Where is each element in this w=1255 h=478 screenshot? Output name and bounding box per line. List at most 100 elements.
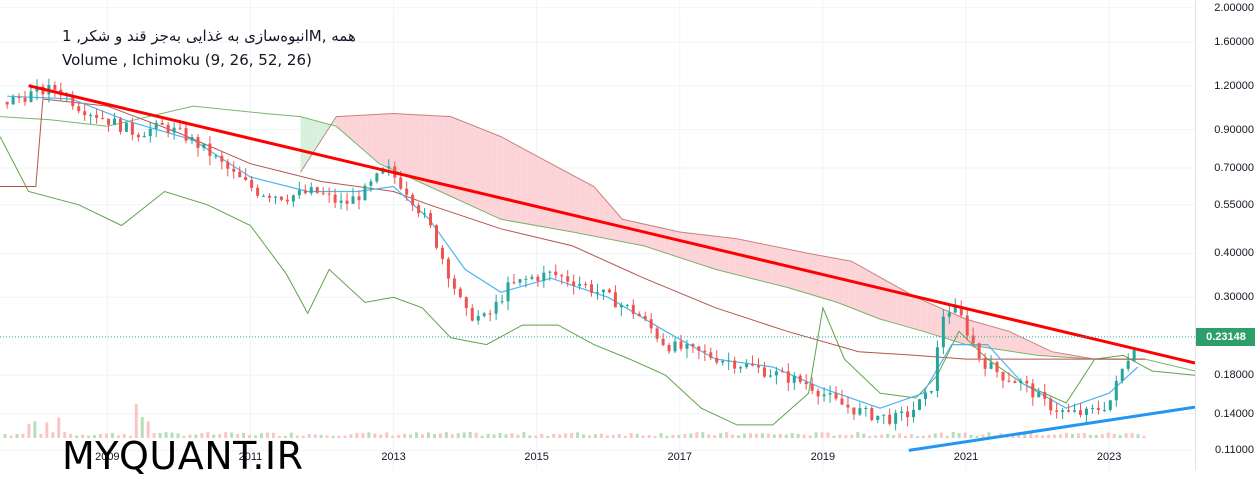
volume-bar — [892, 435, 895, 438]
candle-body — [572, 282, 575, 286]
candle-body — [906, 411, 909, 417]
cloud-segment — [700, 234, 706, 266]
candle-body — [232, 169, 235, 172]
cloud-segment — [623, 219, 629, 243]
volume-bar — [1119, 435, 1122, 438]
volume-bar — [809, 435, 812, 438]
volume-bar — [1065, 433, 1068, 438]
volume-bar — [976, 436, 979, 438]
volume-bar — [552, 434, 555, 438]
volume-bar — [701, 432, 704, 438]
candle-body — [817, 391, 820, 397]
candle-body — [137, 135, 140, 137]
cloud-segment — [378, 114, 384, 166]
candle-body — [554, 272, 557, 276]
candle-body — [733, 361, 736, 369]
cloud-segment — [712, 236, 718, 270]
candle-body — [316, 187, 319, 193]
candle-body — [417, 205, 420, 213]
candle-body — [632, 305, 635, 314]
candle-body — [441, 248, 444, 259]
candle-body — [477, 316, 480, 321]
candle-body — [614, 292, 617, 307]
conversion-line — [7, 96, 1138, 408]
cloud-segment — [664, 229, 670, 255]
volume-bar — [689, 433, 692, 438]
candle-body — [513, 282, 516, 283]
volume-bar — [308, 434, 311, 438]
cloud-segment — [372, 114, 378, 162]
candle-body — [334, 195, 337, 203]
volume-bar — [421, 434, 424, 438]
cloud-segment — [867, 270, 873, 316]
candle-body — [453, 279, 456, 289]
cloud-segment — [581, 180, 587, 235]
volume-bar — [546, 436, 549, 438]
candle-body — [793, 376, 796, 383]
volume-bar — [832, 436, 835, 438]
volume-bar — [493, 434, 496, 438]
candle-body — [900, 411, 903, 412]
volume-bar — [528, 435, 531, 438]
volume-bar — [725, 432, 728, 438]
cloud-segment — [813, 254, 819, 297]
candle-body — [155, 123, 158, 129]
candle-body — [650, 319, 653, 328]
cloud-segment — [980, 323, 986, 347]
candle-body — [131, 123, 134, 135]
volume-bar — [349, 434, 352, 438]
cloud-segment — [521, 148, 527, 224]
cloud-segment — [307, 118, 313, 163]
candle-body — [942, 317, 945, 347]
y-tick-label: 0.55000 — [1196, 199, 1254, 211]
senkou-span-a-line — [0, 106, 1195, 371]
candle-body — [530, 277, 533, 279]
candle-body — [310, 187, 313, 193]
candle-body — [24, 98, 27, 102]
volume-bar — [373, 433, 376, 438]
candle-body — [113, 119, 116, 125]
candle-body — [757, 366, 760, 368]
candle-body — [829, 393, 832, 395]
volume-bar — [964, 432, 967, 438]
cloud-segment — [366, 115, 372, 158]
candle-body — [119, 119, 122, 132]
volume-bar — [755, 434, 758, 438]
cloud-segment — [551, 164, 557, 230]
volume-bar — [671, 435, 674, 438]
candle-body — [107, 119, 110, 125]
volume-bar — [45, 422, 48, 438]
cloud-segment — [634, 222, 640, 245]
cloud-segment — [742, 240, 748, 278]
candle-body — [405, 189, 408, 195]
volume-bar — [21, 434, 24, 438]
candle-body — [769, 375, 772, 376]
volume-bar — [803, 434, 806, 438]
volume-bar — [391, 436, 394, 438]
volume-bar — [481, 436, 484, 438]
volume-bar — [487, 434, 490, 438]
x-tick-label: 2019 — [811, 451, 835, 463]
candle-body — [721, 361, 724, 363]
candle-body — [244, 177, 247, 180]
volume-bar — [713, 435, 716, 438]
volume-bar — [367, 432, 370, 438]
volume-bar — [850, 435, 853, 438]
volume-bar — [463, 432, 466, 438]
volume-bar — [826, 433, 829, 438]
volume-bar — [576, 432, 579, 438]
y-tick-label: 1.20000 — [1196, 80, 1254, 92]
volume-bar — [343, 436, 346, 438]
candle-body — [202, 144, 205, 148]
candle-body — [590, 284, 593, 293]
volume-bar — [868, 436, 871, 438]
y-tick-label: 0.90000 — [1196, 124, 1254, 136]
x-tick-label: 2017 — [668, 451, 692, 463]
chart-title: انبوه‌سازی به غذایی به‌جز قند و شکر, 1M,… — [62, 27, 356, 45]
volume-bar — [606, 435, 609, 438]
cloud-segment — [575, 176, 581, 233]
candle-body — [387, 166, 390, 168]
volume-bar — [16, 434, 19, 438]
